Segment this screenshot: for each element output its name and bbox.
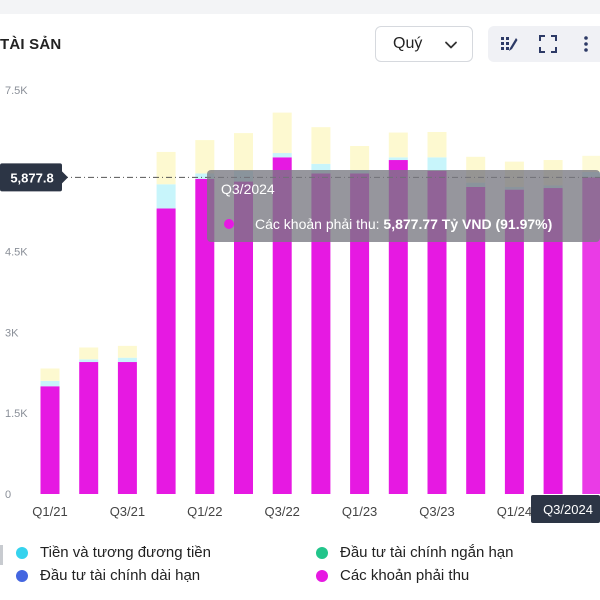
x-tick-label: Q1/23 <box>342 504 377 519</box>
bar-segment[interactable] <box>79 347 99 360</box>
bar-segment[interactable] <box>234 133 253 171</box>
bar-segment[interactable] <box>40 386 60 494</box>
crosshair-value-badge: 5,877.8 <box>0 163 68 192</box>
bar-segment[interactable] <box>234 181 253 494</box>
bar-segment[interactable] <box>466 186 486 494</box>
bar-segment[interactable] <box>195 140 215 174</box>
legend-label: Các khoản phải thu <box>340 567 470 584</box>
x-tick-label: Q1/24 <box>497 504 532 519</box>
tooltip-row: Các khoản phải thu: 5,877.77 Tỷ VND (91.… <box>255 216 552 232</box>
x-tick-label: Q1/21 <box>32 504 67 519</box>
y-tick-label: 3K <box>5 327 19 339</box>
crosshair-x-label: Q3/2024 <box>543 502 593 517</box>
bar-segment[interactable] <box>195 178 215 494</box>
chart-style-icon[interactable] <box>499 34 519 54</box>
tooltip: Q3/2024 Các khoản phải thu: 5,877.77 Tỷ … <box>207 170 600 242</box>
crosshair-value-label: 5,877.8 <box>10 170 53 185</box>
x-tick-label: Q3/21 <box>110 504 145 519</box>
assets-card <box>0 14 600 600</box>
bar-segment[interactable] <box>311 163 331 174</box>
legend-divider <box>0 545 3 565</box>
legend: Tiền và tương đương tiền Đầu tư tài chín… <box>0 540 600 600</box>
legend-item-long-term-investments[interactable]: Đầu tư tài chính dài hạn <box>16 567 200 584</box>
crosshair-x-badge: Q3/2024 <box>531 495 600 523</box>
tooltip-series-dot <box>224 219 234 229</box>
bar-segment[interactable] <box>79 359 99 363</box>
bar-segment[interactable] <box>388 157 408 161</box>
period-dropdown[interactable]: Quý <box>375 26 473 62</box>
bar-segment[interactable] <box>504 189 524 495</box>
page-title: TÀI SẢN <box>0 36 62 53</box>
bar-segment[interactable] <box>272 112 292 154</box>
bar-segment[interactable] <box>582 177 600 494</box>
bar-segment[interactable] <box>156 184 176 209</box>
x-tick-label: Q3/23 <box>419 504 454 519</box>
more-options-icon[interactable] <box>576 34 596 54</box>
bar-segment[interactable] <box>388 132 408 158</box>
bar-segment[interactable] <box>311 173 331 494</box>
bar-segment[interactable] <box>543 188 563 494</box>
y-tick-label: 0 <box>5 489 11 501</box>
legend-dot <box>16 546 28 559</box>
legend-item-short-term-investments[interactable]: Đầu tư tài chính ngắn hạn <box>316 544 514 561</box>
legend-dot <box>316 546 328 559</box>
legend-dot <box>16 569 28 582</box>
bar-segment[interactable] <box>272 153 292 158</box>
tooltip-series-label: Các khoản phải thu: <box>255 216 383 232</box>
bar-segment[interactable] <box>311 127 331 164</box>
x-tick-label: Q1/22 <box>187 504 222 519</box>
tooltip-title: Q3/2024 <box>221 181 275 197</box>
bar-segment[interactable] <box>427 170 447 495</box>
legend-item-receivables[interactable]: Các khoản phải thu <box>316 567 469 584</box>
period-dropdown-label: Quý <box>393 35 423 52</box>
legend-label: Đầu tư tài chính dài hạn <box>40 567 201 584</box>
bar-segment[interactable] <box>117 362 137 494</box>
y-tick-label: 4.5K <box>5 247 28 259</box>
chart-toolbar <box>488 26 600 62</box>
x-tick-label: Q3/22 <box>264 504 299 519</box>
legend-label: Tiền và tương đương tiền <box>40 544 211 561</box>
bar-segment[interactable] <box>427 157 447 171</box>
assets-chart[interactable]: 0 1.5K 3K 4.5K 7.5K Q1/21 Q3/21 Q1/22 Q3/22 Q1/2… <box>0 0 600 540</box>
bar-segment[interactable] <box>427 132 447 158</box>
bar-segment[interactable] <box>156 208 176 495</box>
chevron-down-icon <box>445 41 457 49</box>
bar-segment[interactable] <box>350 146 370 171</box>
y-tick-label: 1.5K <box>5 408 28 420</box>
bar-segment[interactable] <box>156 151 176 185</box>
bar-segment[interactable] <box>582 155 600 172</box>
bar-segment[interactable] <box>40 380 60 387</box>
bar-segment[interactable] <box>350 173 370 494</box>
y-tick-label: 7.5K <box>5 85 28 97</box>
bar-segment[interactable] <box>40 368 60 381</box>
tooltip-background <box>207 170 600 242</box>
bar-segment[interactable] <box>195 173 215 179</box>
fullscreen-icon[interactable] <box>538 34 558 54</box>
legend-item-cash[interactable]: Tiền và tương đương tiền <box>16 544 211 561</box>
bar-segment[interactable] <box>117 345 137 358</box>
bar-segment[interactable] <box>117 357 137 363</box>
tooltip-series-value: 5,877.77 Tỷ VND (91.97%) <box>383 216 552 232</box>
legend-label: Đầu tư tài chính ngắn hạn <box>340 544 514 561</box>
bar-segment[interactable] <box>388 160 408 494</box>
legend-dot <box>316 569 328 582</box>
bar-segment[interactable] <box>79 362 99 494</box>
